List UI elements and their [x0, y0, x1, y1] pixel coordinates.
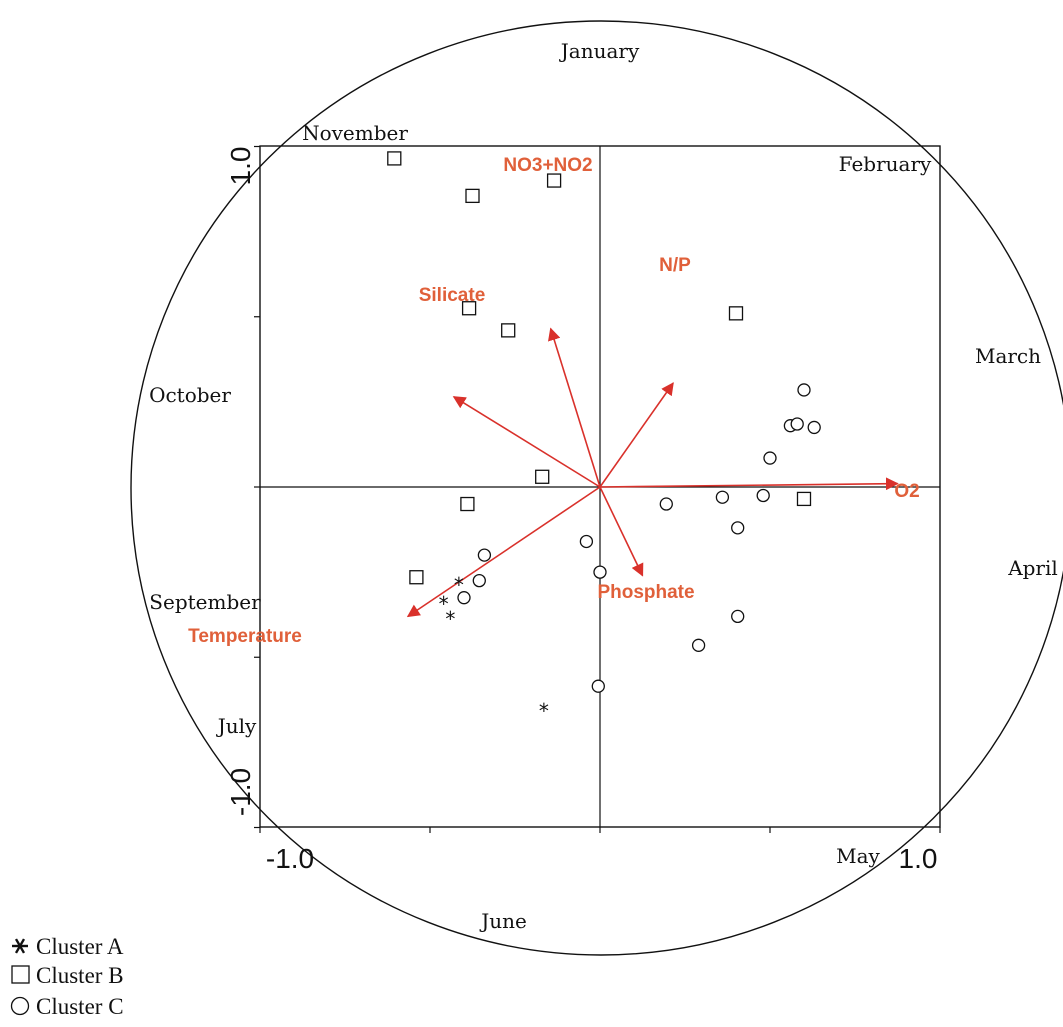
vector-label-no3-no2: NO3+NO2: [503, 155, 592, 176]
point-cluster-c: [763, 451, 777, 465]
legend-label-cluster-a: Cluster A: [36, 934, 124, 959]
point-cluster-c: [756, 488, 770, 503]
point-cluster-c: [579, 534, 594, 549]
point-cluster-b: [460, 496, 475, 512]
point-cluster-c: [477, 548, 492, 562]
point-cluster-c: [797, 383, 811, 397]
month-label-may: May: [836, 844, 880, 868]
month-label-june: June: [479, 909, 527, 933]
point-cluster-c: [591, 679, 605, 693]
month-labels: January February March April May June July Sept…: [149, 39, 1058, 933]
vector-arrow-phosphate: [599, 486, 644, 577]
point-cluster-b: [546, 173, 562, 188]
vector-arrow-n-p: [599, 382, 674, 488]
legend-asterisk-stroke: [14, 938, 26, 954]
point-cluster-c: [715, 490, 730, 504]
point-cluster-c: [691, 638, 706, 652]
vector-arrow-temperature: [406, 486, 601, 618]
legend-label-cluster-c: Cluster C: [36, 994, 124, 1019]
month-label-march: March: [975, 344, 1041, 368]
y-tick-label-max: 1.0: [225, 147, 256, 186]
vector-arrow-no3-no2: [548, 327, 601, 488]
month-label-november: November: [302, 121, 408, 145]
month-label-september: September: [149, 590, 261, 614]
vector-label-phosphate: Phosphate: [597, 582, 694, 603]
plot-frame: -1.0 1.0 -1.0 1.0: [130, 20, 1063, 956]
point-cluster-a: *: [445, 607, 455, 631]
vector-arrow-silicate: [452, 396, 601, 488]
legend-marker-cluster-c: [10, 996, 30, 1016]
legend-label-cluster-b: Cluster B: [36, 963, 124, 988]
point-cluster-c: [790, 417, 804, 431]
point-cluster-a: *: [439, 592, 449, 616]
point-cluster-b: [409, 570, 424, 585]
point-cluster-a: *: [454, 573, 464, 597]
point-cluster-c: [731, 609, 745, 624]
month-label-july: July: [216, 714, 257, 738]
month-label-february: February: [839, 152, 932, 176]
environmental-vectors: NO3+NO2 N/P Silicate O2 Phosphate Temperature: [188, 155, 920, 647]
point-cluster-c: [807, 420, 821, 435]
point-cluster-b: [796, 491, 812, 507]
sample-points: ****: [387, 151, 821, 723]
point-cluster-b: [501, 323, 516, 338]
point-cluster-c: [593, 565, 607, 579]
legend: Cluster A Cluster B Cluster C: [10, 934, 124, 1019]
vector-label-n-p: N/P: [659, 255, 691, 276]
vector-label-silicate: Silicate: [419, 285, 486, 306]
point-cluster-c: [731, 521, 745, 535]
point-cluster-a: *: [539, 699, 549, 723]
x-tick-label-min: -1.0: [266, 843, 314, 874]
x-tick-label-max: 1.0: [899, 843, 938, 874]
vector-label-temperature: Temperature: [188, 626, 302, 647]
season-circle: [130, 20, 1063, 956]
point-cluster-c: [659, 497, 673, 511]
point-cluster-b: [461, 301, 477, 316]
point-cluster-b: [465, 188, 480, 204]
month-label-april: April: [1007, 556, 1058, 580]
point-cluster-c: [457, 591, 471, 605]
vector-arrow-o2: [599, 477, 899, 491]
y-tick-label-min: -1.0: [225, 768, 256, 816]
point-cluster-b: [728, 306, 744, 321]
point-cluster-b: [535, 469, 550, 484]
point-cluster-b: [387, 151, 402, 166]
vector-label-o2: O2: [894, 481, 919, 502]
month-label-october: October: [149, 383, 231, 407]
legend-marker-cluster-a: [12, 938, 28, 954]
legend-marker-cluster-b: [11, 965, 30, 984]
month-label-january: January: [559, 39, 640, 63]
point-cluster-c: [472, 573, 486, 588]
